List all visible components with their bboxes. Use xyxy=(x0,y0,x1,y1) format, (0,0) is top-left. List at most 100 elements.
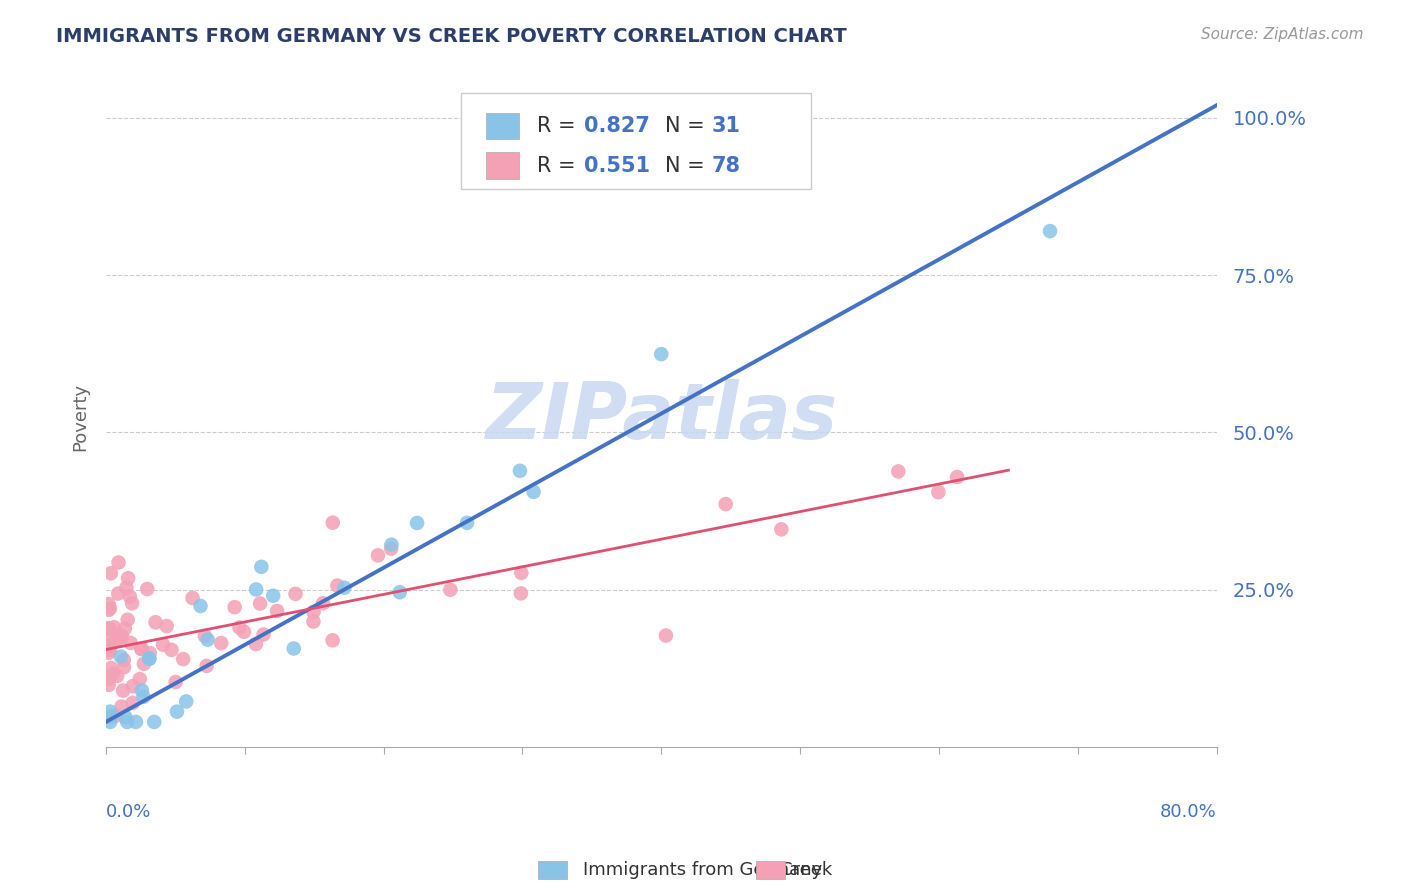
Text: 0.551: 0.551 xyxy=(583,155,650,176)
Point xyxy=(650,347,672,361)
Point xyxy=(439,582,461,597)
Text: R =: R = xyxy=(537,155,582,176)
Point xyxy=(107,586,129,600)
Point xyxy=(181,591,204,605)
Point xyxy=(97,621,120,635)
Point xyxy=(118,590,141,604)
Point xyxy=(380,541,402,556)
Point xyxy=(131,641,153,656)
Point xyxy=(104,708,127,723)
Point xyxy=(97,603,120,617)
Text: 0.827: 0.827 xyxy=(583,116,650,136)
Point xyxy=(97,678,120,692)
Point xyxy=(166,705,188,719)
Point xyxy=(165,675,187,690)
Point xyxy=(101,666,124,681)
Point xyxy=(174,694,197,708)
Point xyxy=(523,484,546,499)
Point xyxy=(946,470,969,484)
Point xyxy=(249,597,271,611)
Point xyxy=(97,646,120,660)
Text: N =: N = xyxy=(665,116,711,136)
Point xyxy=(195,659,218,673)
Point xyxy=(110,699,132,714)
Point xyxy=(152,638,174,652)
Text: 0.0%: 0.0% xyxy=(105,804,152,822)
Point xyxy=(110,649,132,664)
Point xyxy=(97,672,120,686)
Point xyxy=(194,629,217,643)
Point xyxy=(105,669,128,683)
Point xyxy=(266,604,288,618)
Point xyxy=(160,643,183,657)
Point xyxy=(322,633,344,648)
Point xyxy=(100,709,122,723)
Point xyxy=(100,661,122,675)
Point xyxy=(283,641,305,656)
Point xyxy=(714,497,737,511)
Point xyxy=(121,596,143,610)
Point xyxy=(190,599,212,613)
Point xyxy=(132,690,155,704)
Point xyxy=(112,653,135,667)
Point xyxy=(98,643,121,657)
Point xyxy=(509,464,531,478)
Point xyxy=(456,516,478,530)
Point xyxy=(103,620,125,634)
Point xyxy=(131,642,153,657)
Point xyxy=(380,538,402,552)
Point xyxy=(98,705,121,719)
Point xyxy=(322,516,344,530)
Point xyxy=(98,601,121,615)
Text: 31: 31 xyxy=(711,116,741,136)
FancyBboxPatch shape xyxy=(461,93,811,189)
Point xyxy=(125,714,148,729)
Point xyxy=(510,566,533,580)
Point xyxy=(115,714,138,729)
Point xyxy=(100,566,122,581)
Point xyxy=(245,582,267,597)
Text: 80.0%: 80.0% xyxy=(1160,804,1216,822)
FancyBboxPatch shape xyxy=(486,112,519,139)
FancyBboxPatch shape xyxy=(486,153,519,179)
Point xyxy=(887,465,910,479)
Point xyxy=(115,581,138,595)
Text: N =: N = xyxy=(665,155,711,176)
Point xyxy=(97,622,120,636)
Text: R =: R = xyxy=(537,116,582,136)
Point xyxy=(136,582,159,596)
Point xyxy=(120,636,142,650)
Point xyxy=(245,637,267,651)
Point xyxy=(100,710,122,724)
Point xyxy=(1039,224,1062,238)
Point xyxy=(128,672,150,686)
Point xyxy=(252,627,274,641)
Point xyxy=(367,549,389,563)
Point xyxy=(312,596,335,610)
Point xyxy=(107,556,129,570)
Point xyxy=(103,635,125,649)
Point xyxy=(97,639,120,653)
Point xyxy=(105,633,128,648)
Point xyxy=(117,613,139,627)
Point xyxy=(509,586,531,600)
Point xyxy=(139,646,162,660)
Point xyxy=(262,589,284,603)
Point xyxy=(326,578,349,592)
Point xyxy=(302,615,325,629)
Text: IMMIGRANTS FROM GERMANY VS CREEK POVERTY CORRELATION CHART: IMMIGRANTS FROM GERMANY VS CREEK POVERTY… xyxy=(56,27,846,45)
Point xyxy=(114,710,136,724)
Point xyxy=(145,615,167,630)
Point xyxy=(232,624,254,639)
Point xyxy=(112,683,135,698)
Text: Source: ZipAtlas.com: Source: ZipAtlas.com xyxy=(1201,27,1364,42)
Point xyxy=(209,636,232,650)
Point xyxy=(114,622,136,636)
Point xyxy=(97,597,120,611)
Point xyxy=(107,628,129,642)
Point xyxy=(138,651,160,665)
Point xyxy=(101,630,124,644)
Text: Immigrants from Germany: Immigrants from Germany xyxy=(583,861,823,879)
Point xyxy=(132,657,155,671)
Point xyxy=(927,485,949,500)
